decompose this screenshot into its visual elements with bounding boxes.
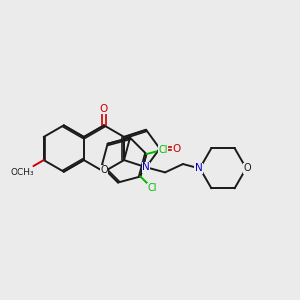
Text: N: N: [195, 163, 203, 173]
Text: OCH₃: OCH₃: [10, 168, 34, 177]
Text: O: O: [100, 104, 108, 114]
Text: O: O: [172, 143, 181, 154]
Text: Cl: Cl: [148, 184, 157, 194]
Text: O: O: [244, 163, 251, 173]
Text: N: N: [142, 162, 150, 172]
Text: O: O: [100, 165, 108, 175]
Text: Cl: Cl: [158, 145, 167, 155]
